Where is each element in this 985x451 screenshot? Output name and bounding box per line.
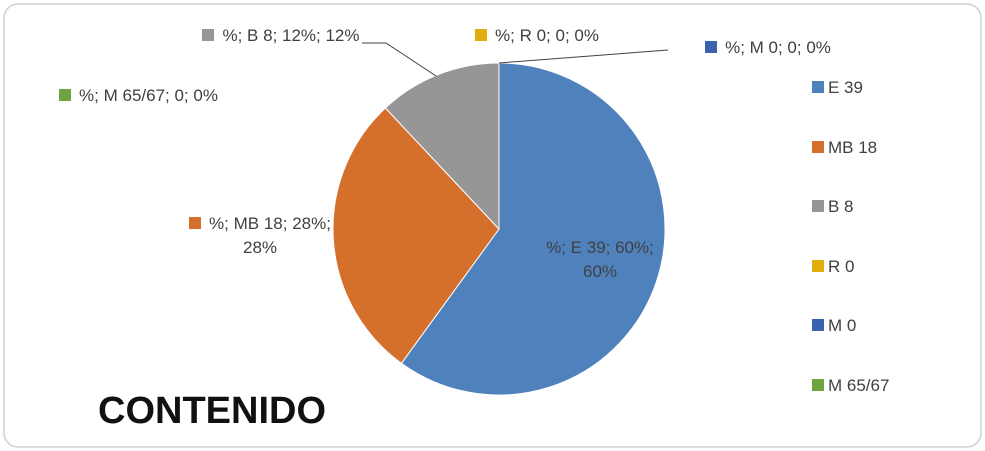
legend-label: E 39 — [828, 78, 863, 97]
legend-item: M 65/67 — [812, 376, 889, 396]
legend-label: R 0 — [828, 256, 855, 276]
data-label-text: %; M 65/67; 0; 0% — [79, 86, 218, 105]
legend-label: M 65/67 — [828, 375, 890, 395]
legend-key — [812, 319, 824, 331]
data-label-text: %; MB 18; 28%; 28% — [209, 214, 331, 257]
legend-key — [812, 81, 824, 93]
data-label-text: %; B 8; 12%; 12% — [222, 26, 360, 45]
data-label: %; M 65/67; 0; 0% — [26, 84, 251, 108]
label-key — [189, 217, 202, 229]
legend-item: M 0 — [812, 316, 856, 336]
chart-title: CONTENIDO — [98, 390, 326, 432]
legend-key — [812, 259, 824, 272]
legend-key — [812, 378, 824, 391]
data-label: %; E 39; 60%; 60% — [545, 236, 655, 284]
label-key — [475, 29, 488, 41]
legend-key — [812, 200, 824, 212]
legend-key — [812, 140, 824, 153]
data-label-text: %; R 0; 0; 0% — [495, 26, 599, 45]
data-label: %; R 0; 0; 0% — [432, 24, 642, 48]
pie-slice — [400, 62, 666, 396]
data-label: %; MB 18; 28%; 28% — [185, 212, 335, 260]
data-label-text: %; M 0; 0; 0% — [725, 38, 831, 57]
legend-item: E 39 — [812, 78, 863, 98]
label-key — [705, 41, 718, 53]
leader-line — [362, 42, 437, 77]
legend-label: B 8 — [828, 197, 854, 216]
data-label-text: %; E 39; 60%; 60% — [546, 238, 654, 281]
legend-item: R 0 — [812, 257, 854, 277]
label-key — [59, 89, 72, 101]
legend-item: B 8 — [812, 197, 854, 217]
legend-item: MB 18 — [812, 138, 877, 158]
data-label: %; M 0; 0; 0% — [668, 36, 868, 60]
legend-label: M 0 — [828, 316, 857, 335]
leader-line — [498, 49, 669, 64]
pie-slice — [332, 107, 500, 364]
label-key — [202, 29, 215, 41]
data-label: %; B 8; 12%; 12% — [196, 24, 366, 48]
pie-slice — [384, 62, 500, 231]
legend-label: MB 18 — [828, 137, 878, 157]
pie — [332, 62, 666, 396]
